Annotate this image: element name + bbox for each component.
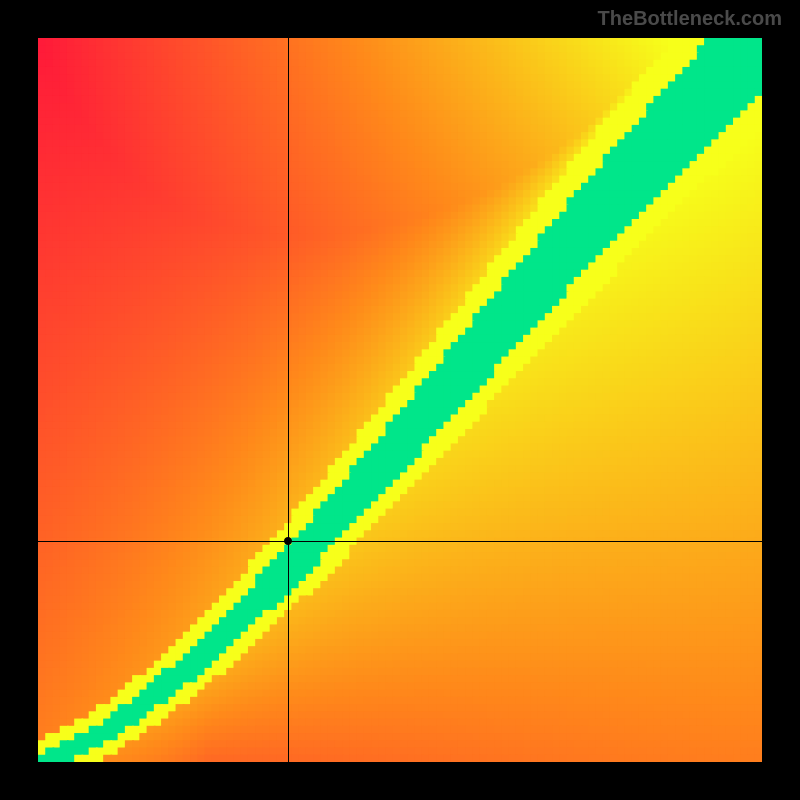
crosshair-vertical xyxy=(288,38,289,762)
watermark-text: TheBottleneck.com xyxy=(598,8,782,31)
crosshair-horizontal xyxy=(38,541,762,542)
plot-area xyxy=(38,38,762,762)
heatmap-canvas xyxy=(38,38,762,762)
crosshair-marker xyxy=(284,537,292,545)
chart-container: TheBottleneck.com xyxy=(0,0,800,800)
